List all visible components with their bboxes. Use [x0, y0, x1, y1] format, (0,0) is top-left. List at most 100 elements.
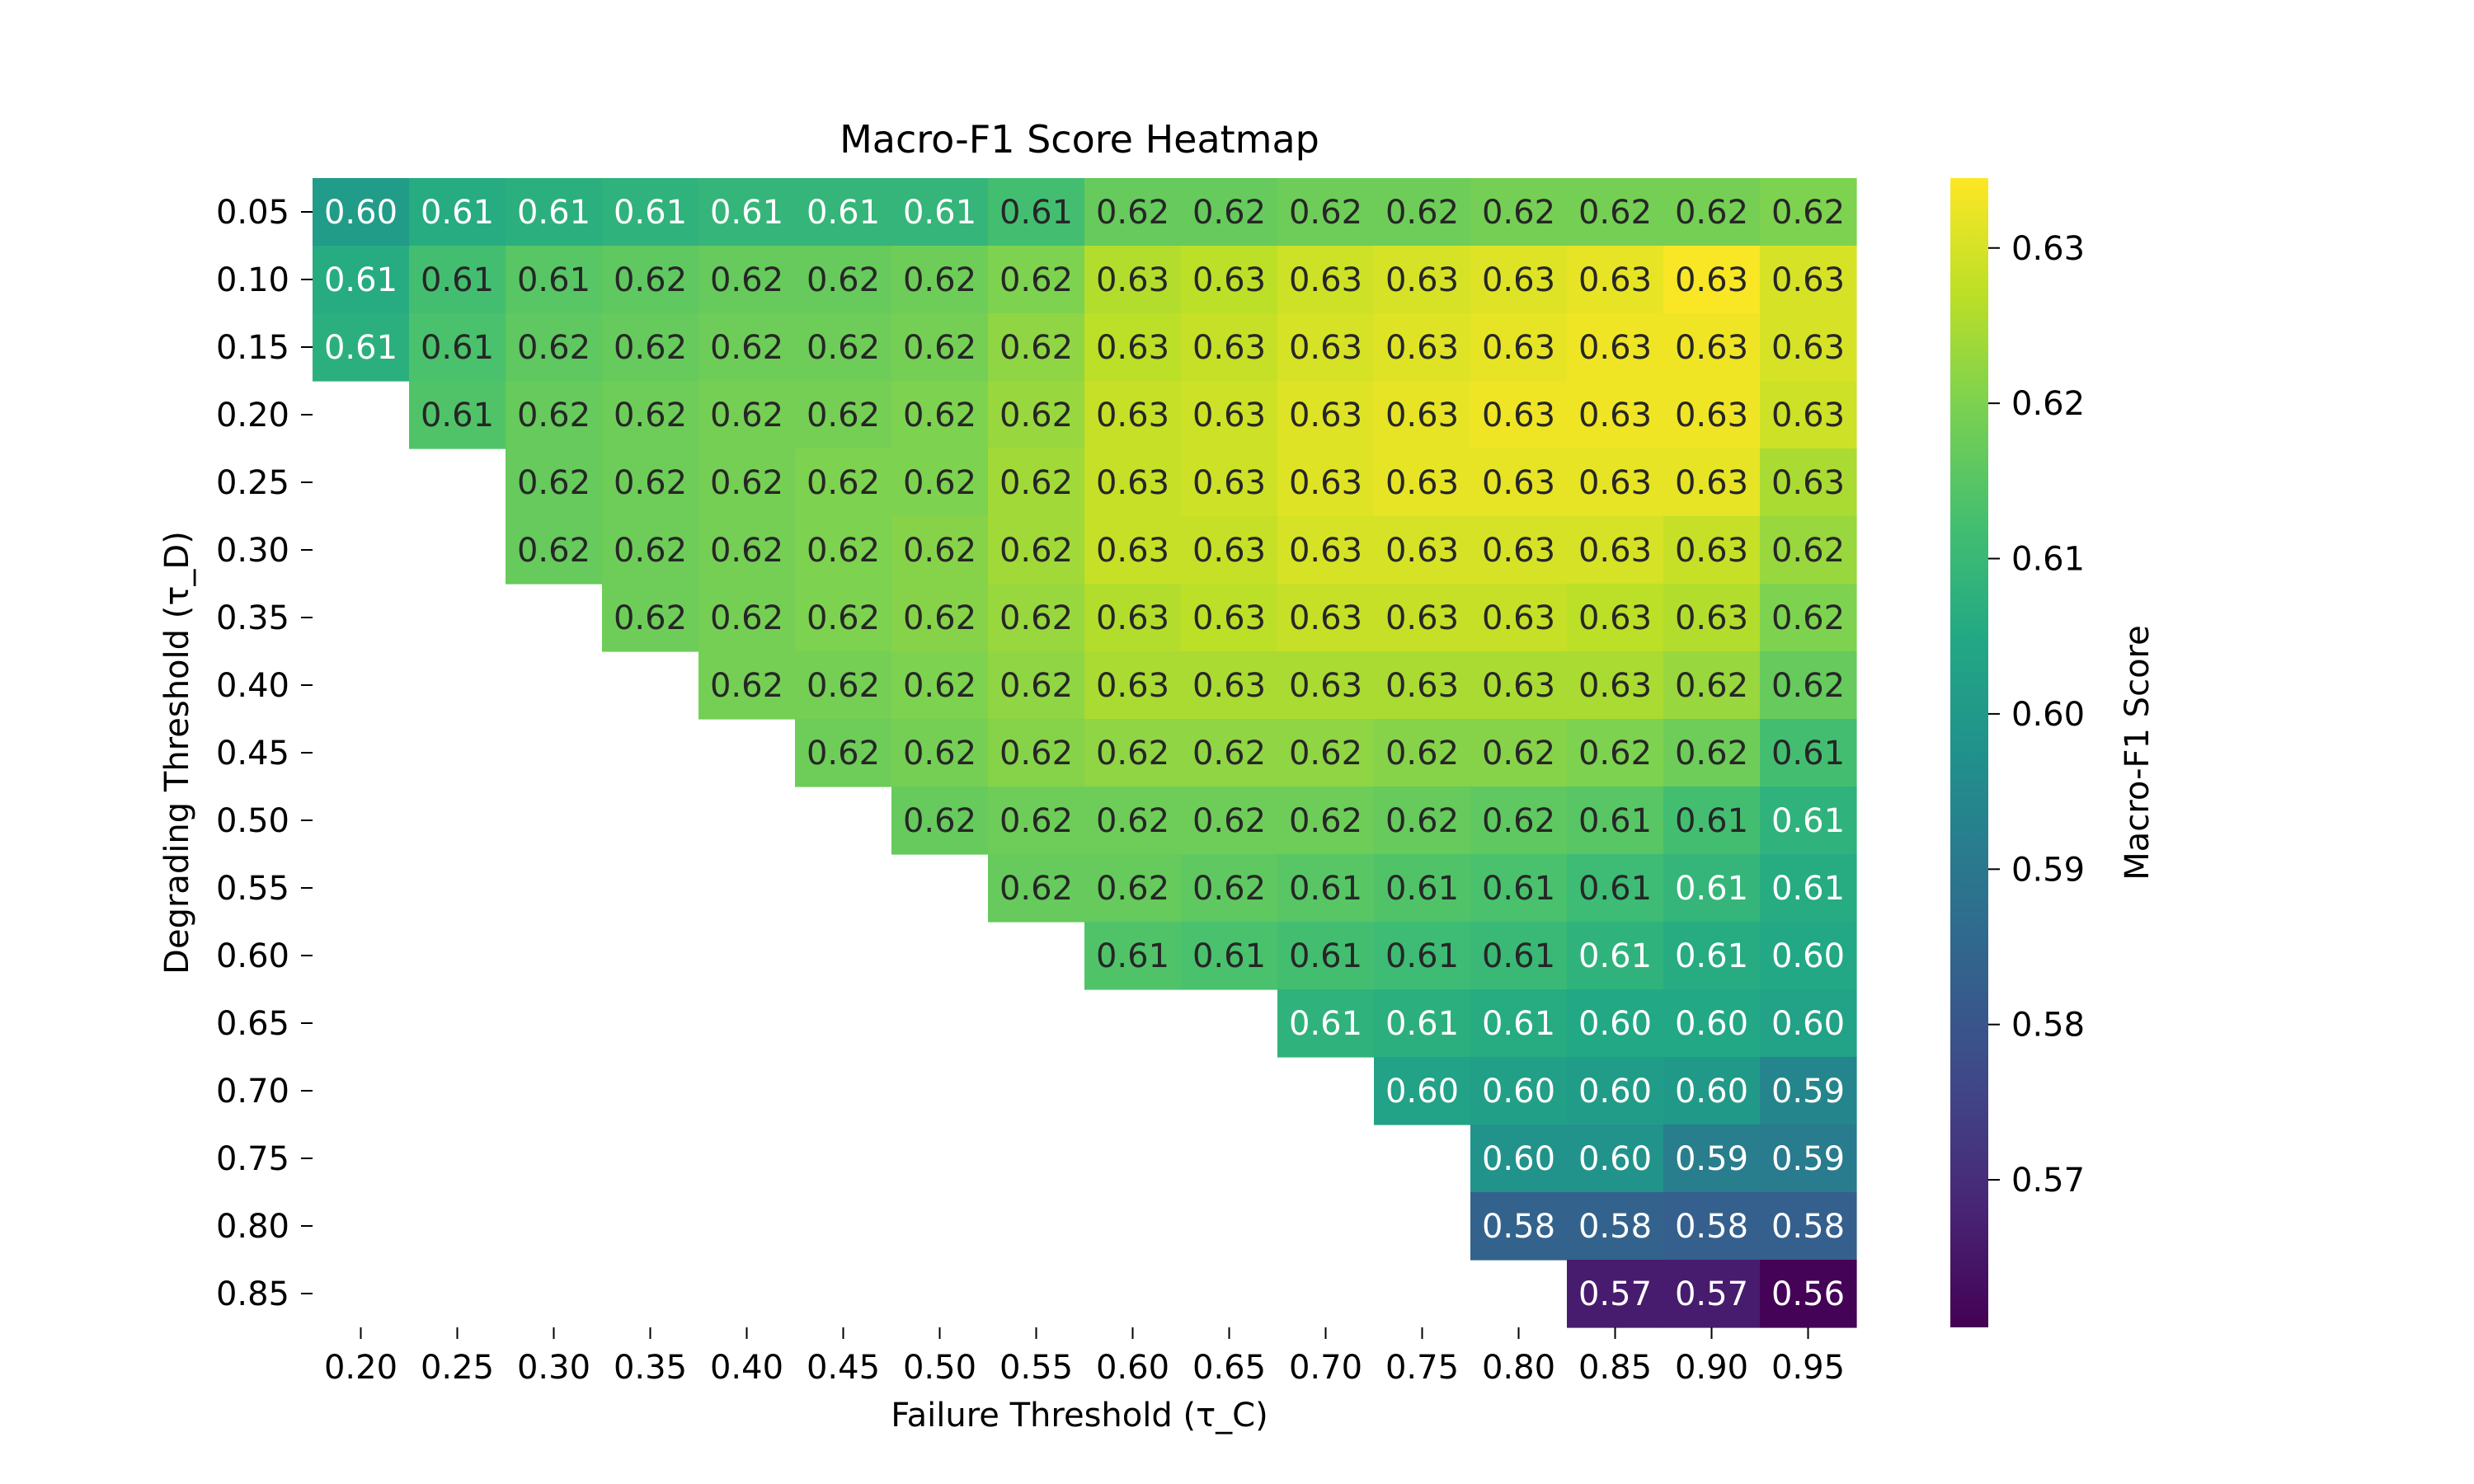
cell-value-label: 0.60 — [1675, 1005, 1748, 1043]
heatmap-cell — [1567, 1125, 1664, 1193]
heatmap-cell — [1663, 584, 1761, 652]
heatmap-cell — [1760, 651, 1857, 720]
cell-value-label: 0.60 — [1385, 1073, 1459, 1111]
heatmap-cell — [1181, 448, 1278, 517]
y-tick-label: 0.75 — [216, 1140, 289, 1178]
cell-value-label: 0.60 — [1675, 1073, 1748, 1111]
heatmap-cell — [1277, 246, 1375, 314]
heatmap-cell — [1663, 448, 1761, 517]
heatmap-cell — [1374, 381, 1471, 449]
y-tick-label: 0.25 — [216, 464, 289, 502]
heatmap-cell — [891, 651, 989, 720]
x-tick-label: 0.25 — [421, 1349, 494, 1387]
cell-value-label: 0.61 — [1482, 937, 1555, 975]
heatmap-cell — [1084, 584, 1182, 652]
heatmap-cell — [795, 719, 892, 787]
heatmap-cell — [1663, 787, 1761, 855]
cell-value-label: 0.62 — [710, 532, 783, 570]
heatmap-cell — [1277, 584, 1375, 652]
cell-value-label: 0.62 — [1192, 735, 1266, 773]
x-tick-label: 0.40 — [710, 1349, 783, 1387]
heatmap-cell — [1760, 584, 1857, 652]
cell-value-label: 0.62 — [999, 667, 1073, 705]
colorbar-gradient — [1950, 178, 1988, 1327]
heatmap-cell — [891, 246, 989, 314]
colorbar-tick-label: 0.59 — [2011, 851, 2085, 889]
cell-value-label: 0.63 — [1289, 397, 1362, 434]
heatmap-cell — [1760, 787, 1857, 855]
y-tick-label: 0.50 — [216, 802, 289, 840]
cell-value-label: 0.62 — [1385, 194, 1459, 232]
heatmap-cell — [1470, 516, 1568, 585]
heatmap-cell — [1374, 787, 1471, 855]
heatmap-cell — [1181, 922, 1278, 990]
cell-value-label: 0.63 — [1771, 329, 1845, 367]
cell-value-label: 0.63 — [1096, 261, 1169, 299]
x-tick-label: 0.80 — [1482, 1349, 1555, 1387]
cell-value-label: 0.62 — [1771, 194, 1845, 232]
heatmap-cell — [795, 381, 892, 449]
heatmap-cell — [698, 178, 796, 247]
cell-value-label: 0.62 — [1289, 802, 1362, 840]
heatmap-cell — [891, 584, 989, 652]
cell-value-label: 0.62 — [999, 261, 1073, 299]
heatmap-cell — [1181, 246, 1278, 314]
heatmap-cell — [1084, 922, 1182, 990]
cell-value-label: 0.63 — [1289, 261, 1362, 299]
heatmap-cell — [988, 381, 1085, 449]
cell-value-label: 0.62 — [999, 464, 1073, 502]
heatmap-cells: 0.60 0.61 0.61 0.61 0.61 0.61 0.61 0.61 0.62 0.62… — [313, 178, 1857, 1328]
cell-value-label: 0.61 — [324, 261, 397, 299]
cell-value-label: 0.62 — [903, 599, 976, 637]
heatmap-cell — [1470, 313, 1568, 382]
cell-value-label: 0.61 — [421, 397, 494, 434]
x-tick-label: 0.75 — [1385, 1349, 1459, 1387]
cell-value-label: 0.61 — [1482, 870, 1555, 908]
cell-value-label: 0.60 — [1578, 1005, 1652, 1043]
cell-value-label: 0.61 — [421, 261, 494, 299]
heatmap-cell — [1567, 516, 1664, 585]
heatmap-cell — [1374, 516, 1471, 585]
cell-value-label: 0.61 — [421, 194, 494, 232]
heatmap-cell — [1470, 651, 1568, 720]
cell-value-label: 0.63 — [1578, 397, 1652, 434]
heatmap-cell — [795, 651, 892, 720]
heatmap-cell — [988, 246, 1085, 314]
cell-value-label: 0.62 — [903, 802, 976, 840]
cell-value-label: 0.62 — [903, 532, 976, 570]
heatmap-cell — [602, 381, 699, 449]
heatmap-cell — [1663, 313, 1761, 382]
cell-value-label: 0.59 — [1675, 1140, 1748, 1178]
heatmap-cell — [409, 178, 506, 247]
x-axis-label: Failure Threshold (τ_C) — [891, 1397, 1268, 1435]
heatmap-cell — [1084, 719, 1182, 787]
heatmap-cell — [1181, 178, 1278, 247]
heatmap-cell — [506, 516, 603, 585]
cell-value-label: 0.62 — [517, 397, 590, 434]
cell-value-label: 0.62 — [1675, 194, 1748, 232]
cell-value-label: 0.62 — [903, 397, 976, 434]
heatmap-cell — [1374, 584, 1471, 652]
heatmap-cell — [1470, 178, 1568, 247]
cell-value-label: 0.63 — [1096, 599, 1169, 637]
cell-value-label: 0.63 — [1771, 397, 1845, 434]
heatmap-cell — [1084, 246, 1182, 314]
heatmap-cell — [1084, 313, 1182, 382]
heatmap-cell — [1277, 381, 1375, 449]
cell-value-label: 0.62 — [614, 464, 687, 502]
heatmap-cell — [1760, 1125, 1857, 1193]
cell-value-label: 0.63 — [1289, 329, 1362, 367]
cell-value-label: 0.63 — [1675, 397, 1748, 434]
heatmap-cell — [1470, 922, 1568, 990]
cell-value-label: 0.63 — [1578, 532, 1652, 570]
cell-value-label: 0.61 — [517, 194, 590, 232]
heatmap-cell — [1084, 516, 1182, 585]
cell-value-label: 0.62 — [807, 397, 880, 434]
cell-value-label: 0.63 — [1385, 599, 1459, 637]
cell-value-label: 0.62 — [1385, 735, 1459, 773]
cell-value-label: 0.63 — [1482, 464, 1555, 502]
cell-value-label: 0.62 — [999, 329, 1073, 367]
heatmap-cell — [1374, 922, 1471, 990]
heatmap-cell — [795, 246, 892, 314]
